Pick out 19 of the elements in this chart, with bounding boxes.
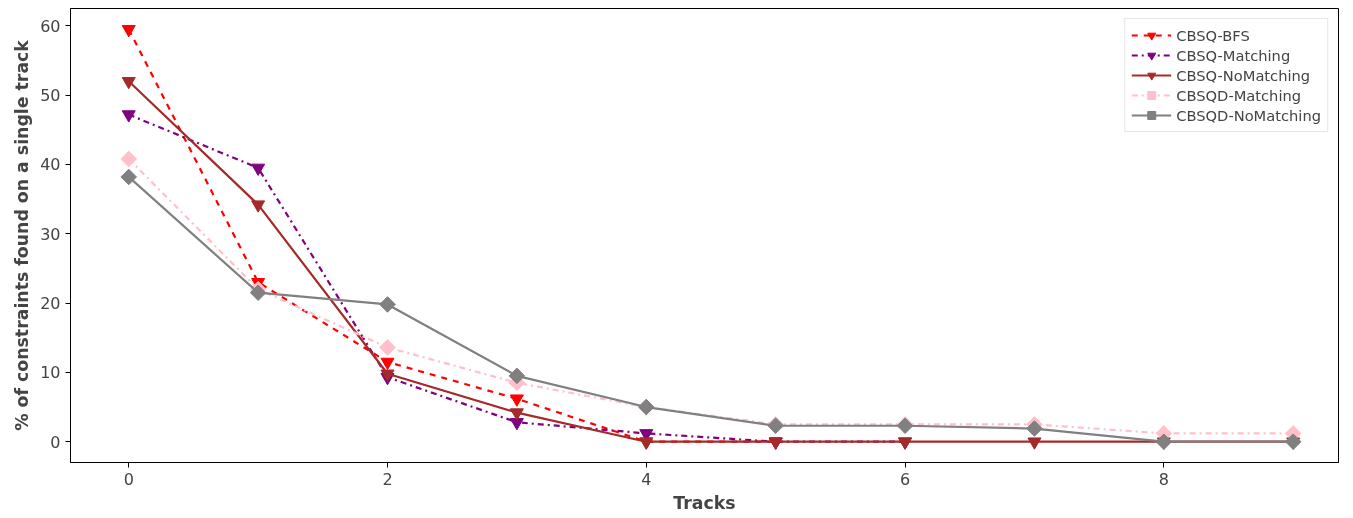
x-tick-label: 6 (899, 469, 911, 489)
legend-label: CBSQ-NoMatching (1176, 66, 1311, 84)
x-axis-title: Tracks (673, 492, 736, 513)
legend-label: CBSQD-NoMatching (1176, 106, 1321, 124)
y-axis-title: % of constraints found on a single track (12, 39, 33, 431)
x-tick-label: 4 (641, 469, 652, 489)
x-tick-label: 0 (123, 469, 134, 489)
x-tick-label: 2 (382, 469, 393, 489)
legend-label: CBSQ-Matching (1176, 46, 1291, 64)
legend-label: CBSQD-Matching (1176, 86, 1302, 104)
y-tick-label: 0 (50, 432, 61, 452)
y-tick-label: 40 (40, 155, 61, 175)
legend-label: CBSQ-BFS (1176, 26, 1250, 44)
y-tick-label: 30 (40, 224, 61, 244)
y-tick-label: 60 (40, 16, 61, 36)
y-tick-label: 50 (40, 86, 61, 106)
x-tick-label: 8 (1158, 469, 1169, 489)
y-tick-label: 20 (40, 294, 61, 314)
y-tick-label: 10 (40, 363, 61, 383)
